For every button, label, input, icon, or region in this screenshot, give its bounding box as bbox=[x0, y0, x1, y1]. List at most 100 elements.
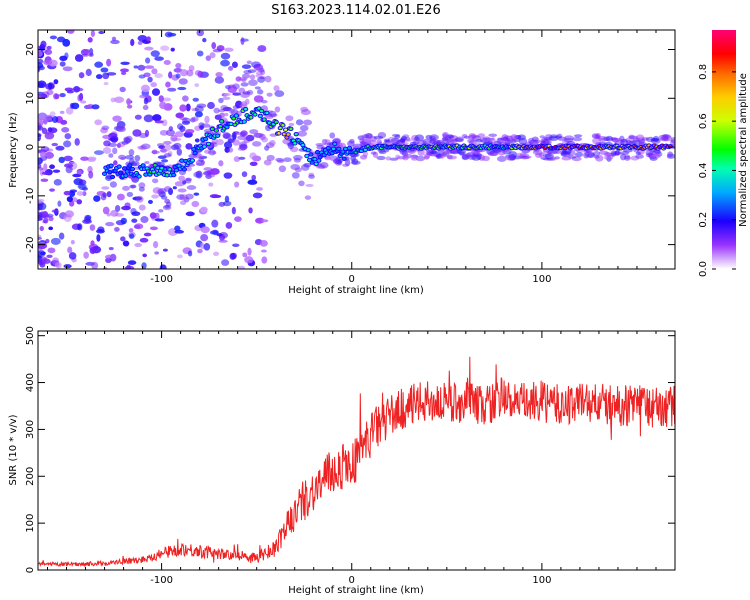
noise-blob bbox=[219, 112, 226, 118]
noise-blob bbox=[176, 254, 183, 259]
halo-blob bbox=[624, 154, 631, 159]
ridge-core bbox=[214, 129, 218, 132]
noise-blob bbox=[66, 30, 75, 34]
noise-blob bbox=[144, 46, 154, 51]
halo-blob bbox=[650, 138, 660, 142]
noise-blob bbox=[120, 71, 127, 75]
halo-blob bbox=[254, 86, 261, 90]
ridge-core bbox=[262, 118, 266, 121]
halo-blob bbox=[592, 137, 602, 145]
halo-blob bbox=[141, 143, 151, 150]
noise-blob bbox=[234, 181, 240, 188]
noise-blob bbox=[51, 142, 59, 147]
noise-blob bbox=[65, 107, 74, 115]
noise-blob bbox=[143, 114, 154, 123]
halo-blob bbox=[138, 182, 146, 189]
noise-blob bbox=[149, 212, 157, 219]
noise-blob bbox=[38, 93, 44, 99]
noise-blob bbox=[44, 131, 55, 140]
halo-blob bbox=[376, 155, 386, 161]
noise-blob bbox=[64, 133, 72, 140]
halo-blob bbox=[488, 133, 498, 138]
halo-blob bbox=[285, 115, 294, 122]
noise-blob bbox=[154, 251, 159, 255]
halo-blob bbox=[240, 82, 249, 87]
noise-blob bbox=[95, 74, 103, 80]
noise-blob bbox=[119, 86, 126, 93]
noise-blob bbox=[131, 218, 138, 223]
halo-blob bbox=[177, 188, 187, 193]
halo-blob bbox=[186, 185, 197, 191]
noise-blob bbox=[220, 52, 231, 60]
noise-blob bbox=[38, 217, 43, 221]
snr-ytick-label: 500 bbox=[25, 326, 36, 345]
noise-blob bbox=[139, 237, 149, 243]
ridge-core bbox=[233, 123, 237, 126]
halo-blob bbox=[594, 134, 600, 140]
noise-blob bbox=[114, 227, 120, 232]
ridge-core bbox=[202, 145, 206, 148]
ridge-core bbox=[182, 168, 187, 171]
noise-blob bbox=[55, 145, 65, 151]
halo-blob bbox=[349, 138, 355, 144]
noise-blob bbox=[70, 240, 75, 245]
noise-blob bbox=[38, 200, 43, 204]
halo-blob bbox=[144, 160, 150, 165]
noise-blob bbox=[106, 191, 112, 198]
noise-blob bbox=[53, 178, 62, 186]
ridge-core bbox=[310, 161, 314, 164]
noise-blob bbox=[106, 72, 117, 76]
noise-blob bbox=[88, 170, 94, 179]
halo-blob bbox=[114, 213, 124, 217]
noise-blob bbox=[223, 172, 233, 179]
noise-blob bbox=[231, 61, 238, 68]
ridge-core bbox=[274, 120, 278, 124]
noise-blob bbox=[38, 62, 44, 69]
ridge-core bbox=[294, 132, 298, 136]
noise-blob bbox=[142, 253, 147, 258]
noise-blob bbox=[122, 240, 130, 247]
halo-blob bbox=[394, 135, 401, 139]
noise-blob bbox=[223, 200, 232, 207]
noise-blob bbox=[41, 258, 51, 264]
halo-blob bbox=[335, 142, 343, 147]
noise-blob bbox=[76, 199, 83, 205]
colorbar-tick-label: 0.0 bbox=[698, 261, 709, 277]
noise-blob bbox=[247, 247, 252, 256]
noise-blob bbox=[196, 50, 204, 57]
ridge-core bbox=[265, 111, 269, 115]
halo-blob bbox=[276, 159, 285, 163]
halo-blob bbox=[274, 106, 281, 113]
ridge-core bbox=[180, 159, 184, 162]
halo-blob bbox=[164, 144, 172, 151]
noise-blob bbox=[215, 71, 223, 78]
ridge-core bbox=[249, 116, 253, 119]
noise-blob bbox=[38, 133, 42, 138]
noise-blob bbox=[154, 56, 164, 61]
halo-blob bbox=[218, 97, 224, 104]
colorbar-ticks: 0.0 0.2 0.4 0.6 0.8 bbox=[698, 64, 736, 277]
noise-blob bbox=[182, 95, 189, 102]
halo-blob bbox=[302, 119, 313, 126]
noise-blob bbox=[153, 241, 159, 249]
noise-blob bbox=[194, 138, 200, 143]
ridge-core bbox=[204, 137, 208, 141]
halo-blob bbox=[619, 153, 627, 161]
noise-blob bbox=[52, 169, 61, 173]
noise-blob bbox=[130, 38, 135, 47]
halo-blob bbox=[417, 149, 425, 157]
noise-blob bbox=[126, 104, 133, 109]
snr-ytick-label: 400 bbox=[25, 373, 36, 392]
halo-blob bbox=[240, 93, 250, 99]
halo-blob bbox=[232, 105, 240, 110]
halo-blob bbox=[323, 142, 332, 146]
noise-blob bbox=[163, 59, 171, 65]
noise-blob bbox=[68, 252, 77, 260]
noise-blob bbox=[69, 102, 75, 109]
halo-blob bbox=[385, 156, 392, 161]
noise-blob bbox=[152, 114, 162, 122]
halo-blob bbox=[532, 149, 543, 156]
halo-blob bbox=[109, 181, 118, 188]
halo-blob bbox=[174, 131, 184, 138]
halo-blob bbox=[595, 154, 604, 162]
